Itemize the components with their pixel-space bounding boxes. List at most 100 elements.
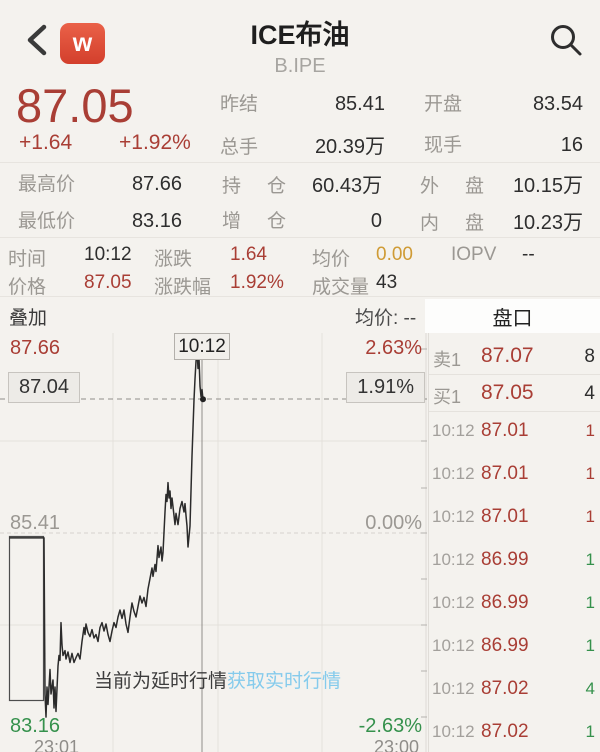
- tick-price: 86.99: [481, 635, 529, 656]
- crosshair-time-label: 10:12: [174, 333, 230, 360]
- tick-row[interactable]: 10:12 87.01 1: [429, 504, 600, 532]
- tick-qty: 1: [585, 593, 595, 612]
- stat-low: 最低价 83.16: [18, 210, 182, 232]
- delay-notice: 当前为延时行情获取实时行情: [94, 666, 341, 693]
- tick-qty: 1: [585, 507, 595, 526]
- last-price: 87.05: [16, 79, 134, 132]
- tick-price: 86.99: [481, 549, 529, 570]
- tick-qty: 1: [585, 464, 595, 483]
- tick-price: 87.01: [481, 463, 529, 484]
- ask-price: 87.07: [481, 344, 534, 367]
- yaxis-high-price: 87.66: [10, 337, 61, 359]
- tick-row[interactable]: 10:12 87.02 4: [429, 676, 600, 704]
- intraday-chart[interactable]: 10:12 87.04 1.91% 87.66 2.63% 85.41 0.00…: [0, 333, 427, 752]
- tick-time: 10:12: [432, 550, 475, 569]
- divider: [429, 374, 600, 375]
- detail-time-label: 时间: [8, 249, 47, 270]
- detail-avg-label: 均价: [312, 249, 351, 270]
- price-change: +1.64: [19, 131, 73, 154]
- tick-time: 10:12: [432, 421, 475, 440]
- bid-row[interactable]: 买1 87.05 4: [429, 380, 600, 410]
- detail-time-value: 10:12: [84, 244, 132, 265]
- order-book-panel: 卖1 87.07 8 买1 87.05 4 10:12 87.01 1 10:12 8…: [428, 333, 600, 752]
- tick-price: 87.01: [481, 506, 529, 527]
- divider: [0, 162, 600, 163]
- tick-time: 10:12: [432, 722, 475, 741]
- stat-inner-volume: 内盘 10.23万: [420, 212, 583, 234]
- tick-time: 10:12: [432, 507, 475, 526]
- crosshair-pct-label: 1.91%: [346, 372, 425, 403]
- detail-price-value: 87.05: [84, 272, 132, 293]
- detail-pct-label: 涨跌幅: [154, 277, 212, 298]
- detail-pct-value: 1.92%: [230, 272, 284, 293]
- yaxis-high-pct: 2.63%: [365, 337, 422, 359]
- yaxis-low-price: 83.16: [10, 715, 61, 737]
- tick-row[interactable]: 10:12 87.01 1: [429, 418, 600, 446]
- avg-price-label: 均价: --: [355, 308, 417, 329]
- yaxis-mid-pct: 0.00%: [365, 512, 422, 534]
- overlay-button[interactable]: 叠加: [9, 308, 48, 329]
- ask-qty: 8: [584, 346, 595, 367]
- detail-vol-label: 成交量: [312, 277, 370, 298]
- bid-price: 87.05: [481, 381, 534, 404]
- instrument-code: B.IPE: [274, 55, 326, 77]
- tab-order-book[interactable]: 盘口: [425, 299, 600, 333]
- divider: [0, 296, 600, 297]
- detail-avg-value: 0.00: [376, 244, 413, 265]
- delay-text: 当前为延时行情: [94, 671, 228, 692]
- tick-qty: 1: [585, 421, 595, 440]
- tick-price: 86.99: [481, 592, 529, 613]
- stat-oi-change: 增仓 0: [222, 210, 382, 232]
- ask-label: 卖1: [433, 350, 462, 370]
- price-change-pct: +1.92%: [119, 131, 191, 154]
- divider: [0, 237, 600, 238]
- tick-time: 10:12: [432, 679, 475, 698]
- detail-price-label: 价格: [8, 277, 47, 298]
- stat-outer-volume: 外盘 10.15万: [420, 175, 583, 197]
- tick-row[interactable]: 10:12 87.02 1: [429, 719, 600, 747]
- stat-open-interest: 持仓 60.43万: [222, 175, 383, 197]
- annotation-box: [8, 535, 45, 702]
- stat-cur-volume: 现手 16: [424, 134, 583, 156]
- detail-iopv-label: IOPV: [451, 244, 497, 265]
- price-line: [9, 348, 204, 718]
- tick-qty: 1: [585, 636, 595, 655]
- crosshair-dot: [200, 396, 206, 403]
- stat-high: 最高价 87.66: [18, 173, 182, 195]
- tick-row[interactable]: 10:12 86.99 1: [429, 547, 600, 575]
- ask-row[interactable]: 卖1 87.07 8: [429, 343, 600, 373]
- tick-qty: 4: [585, 679, 595, 698]
- yaxis-low-pct: -2.63%: [358, 715, 422, 737]
- tick-price: 87.01: [481, 420, 529, 441]
- bid-label: 买1: [433, 387, 462, 407]
- tick-time: 10:12: [432, 464, 475, 483]
- xaxis-start-time: 23:01: [34, 737, 80, 752]
- stat-total-volume: 总手 20.39万: [220, 136, 385, 158]
- yaxis-mid-price: 85.41: [10, 512, 61, 534]
- search-icon[interactable]: [548, 22, 584, 58]
- detail-chg-value: 1.64: [230, 244, 267, 265]
- detail-iopv-value: --: [522, 244, 535, 265]
- tick-qty: 1: [585, 550, 595, 569]
- stat-prev-settle: 昨结 85.41: [220, 93, 385, 115]
- tick-row[interactable]: 10:12 86.99 1: [429, 590, 600, 618]
- divider: [429, 411, 600, 412]
- tick-row[interactable]: 10:12 86.99 1: [429, 633, 600, 661]
- tick-price: 87.02: [481, 678, 529, 699]
- tick-row[interactable]: 10:12 87.01 1: [429, 461, 600, 489]
- bid-qty: 4: [584, 383, 595, 404]
- wind-logo-icon: w: [60, 23, 105, 64]
- xaxis-end-time: 23:00: [373, 737, 419, 752]
- stat-open: 开盘 83.54: [424, 93, 583, 115]
- detail-chg-label: 涨跌: [154, 249, 193, 270]
- back-button[interactable]: [24, 24, 50, 56]
- tick-time: 10:12: [432, 593, 475, 612]
- tick-price: 87.02: [481, 721, 529, 742]
- crosshair-price-label: 87.04: [8, 372, 81, 403]
- tick-qty: 1: [585, 722, 595, 741]
- detail-vol-value: 43: [376, 272, 398, 293]
- tick-time: 10:12: [432, 636, 475, 655]
- page-title: ICE布油: [250, 20, 350, 50]
- realtime-quote-link[interactable]: 获取实时行情: [227, 671, 342, 692]
